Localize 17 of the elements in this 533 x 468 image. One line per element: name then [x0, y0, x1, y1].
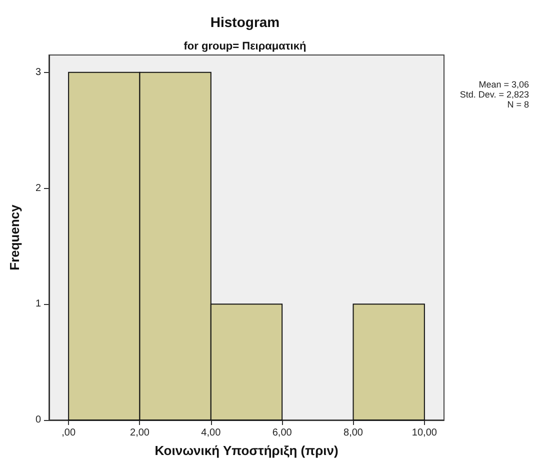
y-axis-title: Frequency	[7, 204, 22, 270]
text: N = 8	[507, 100, 530, 110]
text: Mean = 3,06	[478, 80, 530, 90]
y-tick-label: 2	[35, 182, 42, 194]
y-tick-label: 0	[35, 414, 42, 426]
x-tick-label: 6,00	[272, 428, 292, 438]
chart-subtitle: for group= Πειραματική	[184, 40, 306, 52]
x-tick-label: ,00	[62, 428, 76, 438]
x-tick-label: 4,00	[201, 428, 222, 438]
x-tick-label: 10,00	[412, 428, 438, 438]
text: Std. Dev. = 2,823	[460, 90, 530, 100]
x-axis-title: Κοινωνική Υποστήριξη (πριν)	[154, 443, 338, 458]
y-tick-label: 3	[35, 66, 42, 78]
chart-title: Histogram	[210, 14, 280, 30]
x-tick-label: 8,00	[344, 428, 364, 438]
x-tick-label: 2,00	[130, 428, 150, 438]
y-tick-label: 1	[35, 298, 42, 310]
